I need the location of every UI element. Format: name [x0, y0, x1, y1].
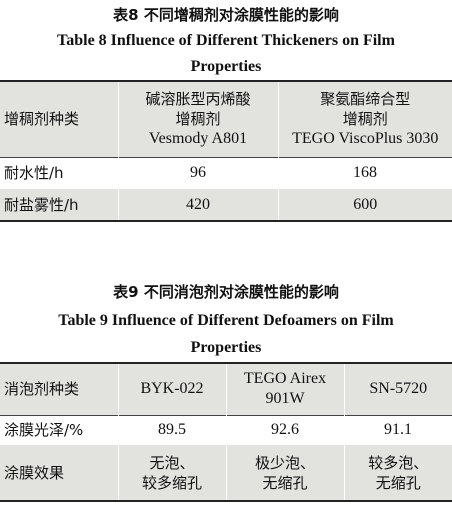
table8-row: 耐水性/h 96 168 [0, 156, 452, 189]
table8-row1-label: 耐盐雾性/h [0, 189, 118, 222]
table8-header-col1: 碱溶胀型丙烯酸 增稠剂 Vesmody A801 [117, 80, 278, 157]
table8-header-col2: 聚氨酯缔合型 增稠剂 TEGO ViscoPlus 3030 [277, 80, 452, 157]
table8-row0-v1: 96 [118, 156, 278, 189]
table9-header-col2-line2: 901W [265, 390, 305, 408]
table9-row1-v3-line1: 较多泡、 [368, 453, 429, 472]
table8-row: 耐盐雾性/h 420 600 [0, 189, 452, 222]
table9-header-col1: BYK-022 [117, 362, 226, 415]
table9-row0-v3: 91.1 [344, 414, 452, 445]
table9-caption-cn: 表9 不同消泡剂对涂膜性能的影响 [113, 283, 339, 301]
table9-row0-v1: 89.5 [118, 414, 226, 445]
table9-row: 涂膜光泽/% 89.5 92.6 91.1 [0, 414, 452, 445]
table9-row1-v2-line2: 无缩孔 [262, 473, 308, 492]
table9-header-col2-line1: TEGO Airex [243, 370, 327, 388]
table8-header-col0: 增稠剂种类 [0, 80, 118, 157]
table9-row1-v1-line2: 较多缩孔 [141, 473, 202, 492]
table8-header-row: 增稠剂种类 碱溶胀型丙烯酸 增稠剂 Vesmody A801 聚氨酯缔合型 增稠… [0, 80, 452, 157]
table9-header-row: 消泡剂种类 BYK-022 TEGO Airex 901W SN-5720 [0, 362, 452, 415]
table8-row1-v2: 600 [277, 189, 452, 222]
table8-caption-cn: 表8 不同增稠剂对涂膜性能的影响 [113, 6, 339, 24]
table9-row1-v2-line1: 极少泡、 [254, 453, 315, 472]
table8-row0-label: 耐水性/h [0, 156, 118, 189]
table9-row0-label: 涂膜光泽/% [0, 414, 118, 445]
table9-row1-v1-line1: 无泡、 [149, 453, 195, 472]
table9-header-col0: 消泡剂种类 [0, 362, 118, 415]
table9: 消泡剂种类 BYK-022 TEGO Airex 901W SN-5720 涂膜… [0, 362, 452, 502]
table9-caption-en-line2: Properties [190, 339, 262, 356]
table8-header-col1-line3: Vesmody A801 [148, 130, 248, 148]
table8-row1-v1: 420 [117, 189, 278, 222]
table8-row0-v2: 168 [278, 156, 452, 189]
table9-row: 涂膜效果 无泡、 较多缩孔 极少泡、 无缩孔 较多泡、 无缩孔 [0, 445, 452, 502]
table8-caption-en-line2: Properties [190, 58, 262, 75]
table8-header-col1-line1: 碱溶胀型丙烯酸 [145, 90, 251, 109]
table9-row1-v1: 无泡、 较多缩孔 [117, 445, 226, 502]
table9-row1-label: 涂膜效果 [0, 445, 118, 502]
table8-header-col2-line2: 增稠剂 [342, 110, 388, 129]
table8-header-col2-line3: TEGO ViscoPlus 3030 [292, 130, 439, 148]
table9-header-col2: TEGO Airex 901W [225, 362, 344, 415]
table9-row1-v3-line2: 无缩孔 [375, 473, 421, 492]
table9-row1-v2: 极少泡、 无缩孔 [225, 445, 344, 502]
table8-header-col1-line2: 增稠剂 [175, 110, 221, 129]
table9-row1-v3: 较多泡、 无缩孔 [343, 445, 452, 502]
table8: 增稠剂种类 碱溶胀型丙烯酸 增稠剂 Vesmody A801 聚氨酯缔合型 增稠… [0, 80, 452, 222]
table8-caption-en-line1: Table 8 Influence of Different Thickener… [57, 32, 395, 49]
table9-row0-v2: 92.6 [226, 414, 344, 445]
table8-header-col2-line1: 聚氨酯缔合型 [320, 90, 411, 109]
table9-caption-en-line1: Table 9 Influence of Different Defoamers… [58, 312, 394, 329]
table9-header-col3: SN-5720 [343, 362, 452, 415]
